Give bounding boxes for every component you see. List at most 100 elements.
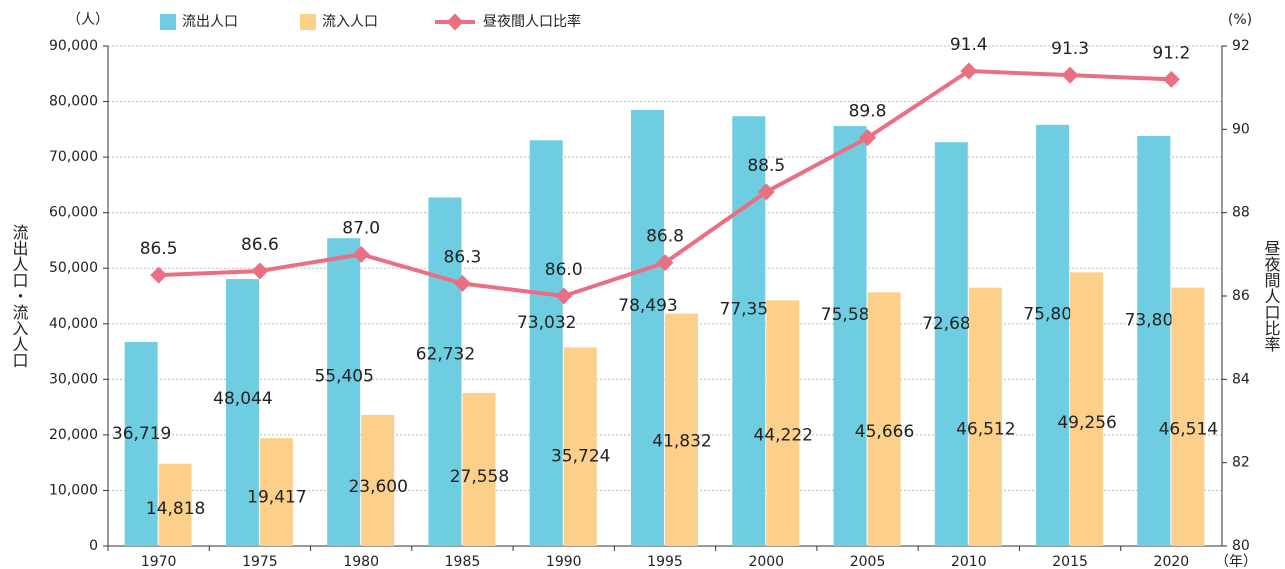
data-label: 86.6 (241, 235, 279, 255)
x-tick-label: 2005 (850, 554, 886, 569)
data-label: 46,514 (1159, 420, 1218, 440)
y2-tick-label: 82 (1232, 455, 1250, 471)
data-label: 78,493 (618, 296, 677, 316)
bar (428, 197, 462, 546)
bar (867, 292, 901, 546)
bar (968, 287, 1002, 546)
y-tick-label: 80,000 (49, 94, 98, 110)
x-tick-label: 1995 (647, 554, 683, 569)
y2-tick-label: 80 (1232, 538, 1250, 554)
x-tick-label: 1980 (343, 554, 379, 569)
marker (656, 254, 674, 272)
bar (158, 463, 192, 546)
y-tick-label: 10,000 (49, 482, 98, 498)
y-unit: （人） (67, 12, 109, 28)
data-label: 75,808 (1023, 304, 1082, 324)
y2-tick-label: 92 (1232, 38, 1250, 54)
data-label: 73,805 (1125, 310, 1184, 330)
x-tick-label: 2015 (1052, 554, 1088, 569)
x-unit: （年） (1215, 554, 1257, 569)
y2-tick-label: 90 (1232, 121, 1250, 137)
data-label: 48,044 (213, 389, 272, 409)
y-axis-title: 流出人口・流入人口 (10, 224, 29, 368)
data-label: 45,666 (855, 422, 914, 442)
data-label: 77,359 (720, 300, 779, 320)
marker (859, 129, 877, 147)
y2-tick-label: 88 (1232, 205, 1250, 221)
data-label: 35,724 (551, 447, 610, 467)
data-label: 91.3 (1051, 39, 1089, 59)
data-label: 14,818 (146, 499, 205, 519)
y-tick-label: 90,000 (49, 38, 98, 54)
bar (833, 126, 867, 546)
legend-label: 流入人口 (322, 14, 378, 30)
bar (327, 238, 361, 546)
x-tick-label: 2020 (1154, 554, 1190, 569)
legend-swatch (160, 14, 176, 30)
data-label: 72,682 (922, 314, 981, 334)
bar (529, 140, 563, 546)
data-label: 49,256 (1057, 413, 1116, 433)
data-label: 91.4 (950, 35, 988, 55)
bar (361, 414, 395, 546)
data-label: 86.3 (444, 248, 482, 268)
data-label: 55,405 (314, 367, 373, 387)
bar (934, 142, 968, 546)
marker (150, 266, 168, 284)
marker (251, 262, 269, 280)
bar (1070, 272, 1104, 546)
y2-unit: (%) (1228, 12, 1252, 28)
bar (462, 392, 496, 546)
marker (555, 287, 573, 305)
y-tick-label: 70,000 (49, 149, 98, 165)
data-label: 19,417 (247, 487, 306, 507)
data-label: 87.0 (342, 218, 380, 238)
legend-label: 流出人口 (182, 14, 238, 30)
data-label: 89.8 (849, 102, 887, 122)
y2-tick-label: 86 (1232, 288, 1250, 304)
bar (665, 313, 698, 546)
y2-axis-title: 昼夜間人口比率 (1262, 240, 1281, 352)
legend-swatch (300, 14, 316, 30)
data-label: 23,600 (348, 477, 407, 497)
bar (1137, 135, 1171, 546)
y-tick-label: 0 (89, 538, 98, 554)
y-tick-label: 20,000 (49, 427, 98, 443)
data-label: 86.5 (140, 239, 178, 259)
data-label: 44,222 (754, 425, 813, 445)
data-label: 46,512 (956, 420, 1015, 440)
x-tick-label: 1970 (141, 554, 177, 569)
marker (352, 245, 370, 263)
bar (766, 300, 800, 546)
y-tick-label: 40,000 (49, 316, 98, 332)
data-label: 62,732 (416, 344, 475, 364)
data-label: 91.2 (1152, 43, 1190, 63)
data-label: 75,582 (821, 305, 880, 325)
y2-tick-label: 84 (1232, 371, 1250, 387)
bar (259, 438, 293, 546)
x-tick-label: 1990 (546, 554, 582, 569)
data-label: 41,832 (652, 431, 711, 451)
y-tick-label: 50,000 (49, 260, 98, 276)
data-label: 36,719 (112, 424, 171, 444)
bar (631, 109, 664, 546)
legend-swatch (446, 13, 464, 31)
y-tick-label: 60,000 (49, 205, 98, 221)
marker (757, 183, 775, 201)
bar (732, 116, 766, 546)
data-label: 73,032 (517, 313, 576, 333)
marker (1162, 70, 1180, 88)
x-tick-label: 1985 (445, 554, 481, 569)
marker (1061, 66, 1079, 84)
y-tick-label: 30,000 (49, 371, 98, 387)
legend-label: 昼夜間人口比率 (483, 13, 581, 30)
data-label: 27,558 (450, 467, 509, 487)
bar (124, 342, 158, 546)
bar (225, 279, 259, 546)
x-tick-label: 1975 (242, 554, 278, 569)
bar (1036, 124, 1070, 546)
data-label: 86.0 (545, 260, 583, 280)
bar (563, 347, 597, 546)
x-tick-label: 2010 (951, 554, 987, 569)
